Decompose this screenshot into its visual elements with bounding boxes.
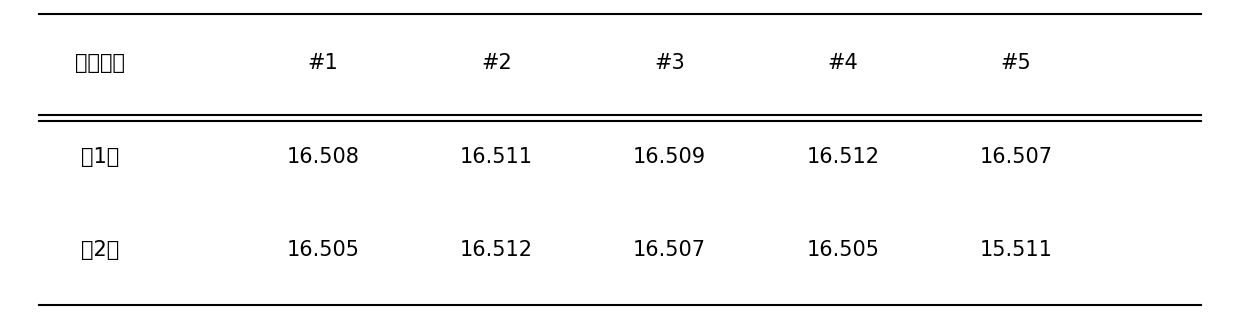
Text: 16.512: 16.512 xyxy=(806,146,879,167)
Text: 16.508: 16.508 xyxy=(286,146,360,167)
Text: 16.512: 16.512 xyxy=(460,239,533,259)
Text: 16.505: 16.505 xyxy=(806,239,879,259)
Text: 16.507: 16.507 xyxy=(632,239,706,259)
Text: #3: #3 xyxy=(655,54,684,74)
Text: 第1轮: 第1轮 xyxy=(82,146,119,167)
Text: #4: #4 xyxy=(827,54,858,74)
Text: 16.505: 16.505 xyxy=(286,239,360,259)
Text: 16.507: 16.507 xyxy=(980,146,1053,167)
Text: 15.511: 15.511 xyxy=(980,239,1053,259)
Text: 16.511: 16.511 xyxy=(460,146,533,167)
Text: #1: #1 xyxy=(308,54,339,74)
Text: #2: #2 xyxy=(481,54,512,74)
Text: 16.509: 16.509 xyxy=(632,146,706,167)
Text: #5: #5 xyxy=(1001,54,1032,74)
Text: 第2轮: 第2轮 xyxy=(82,239,119,259)
Text: 测试轮次: 测试轮次 xyxy=(76,54,125,74)
